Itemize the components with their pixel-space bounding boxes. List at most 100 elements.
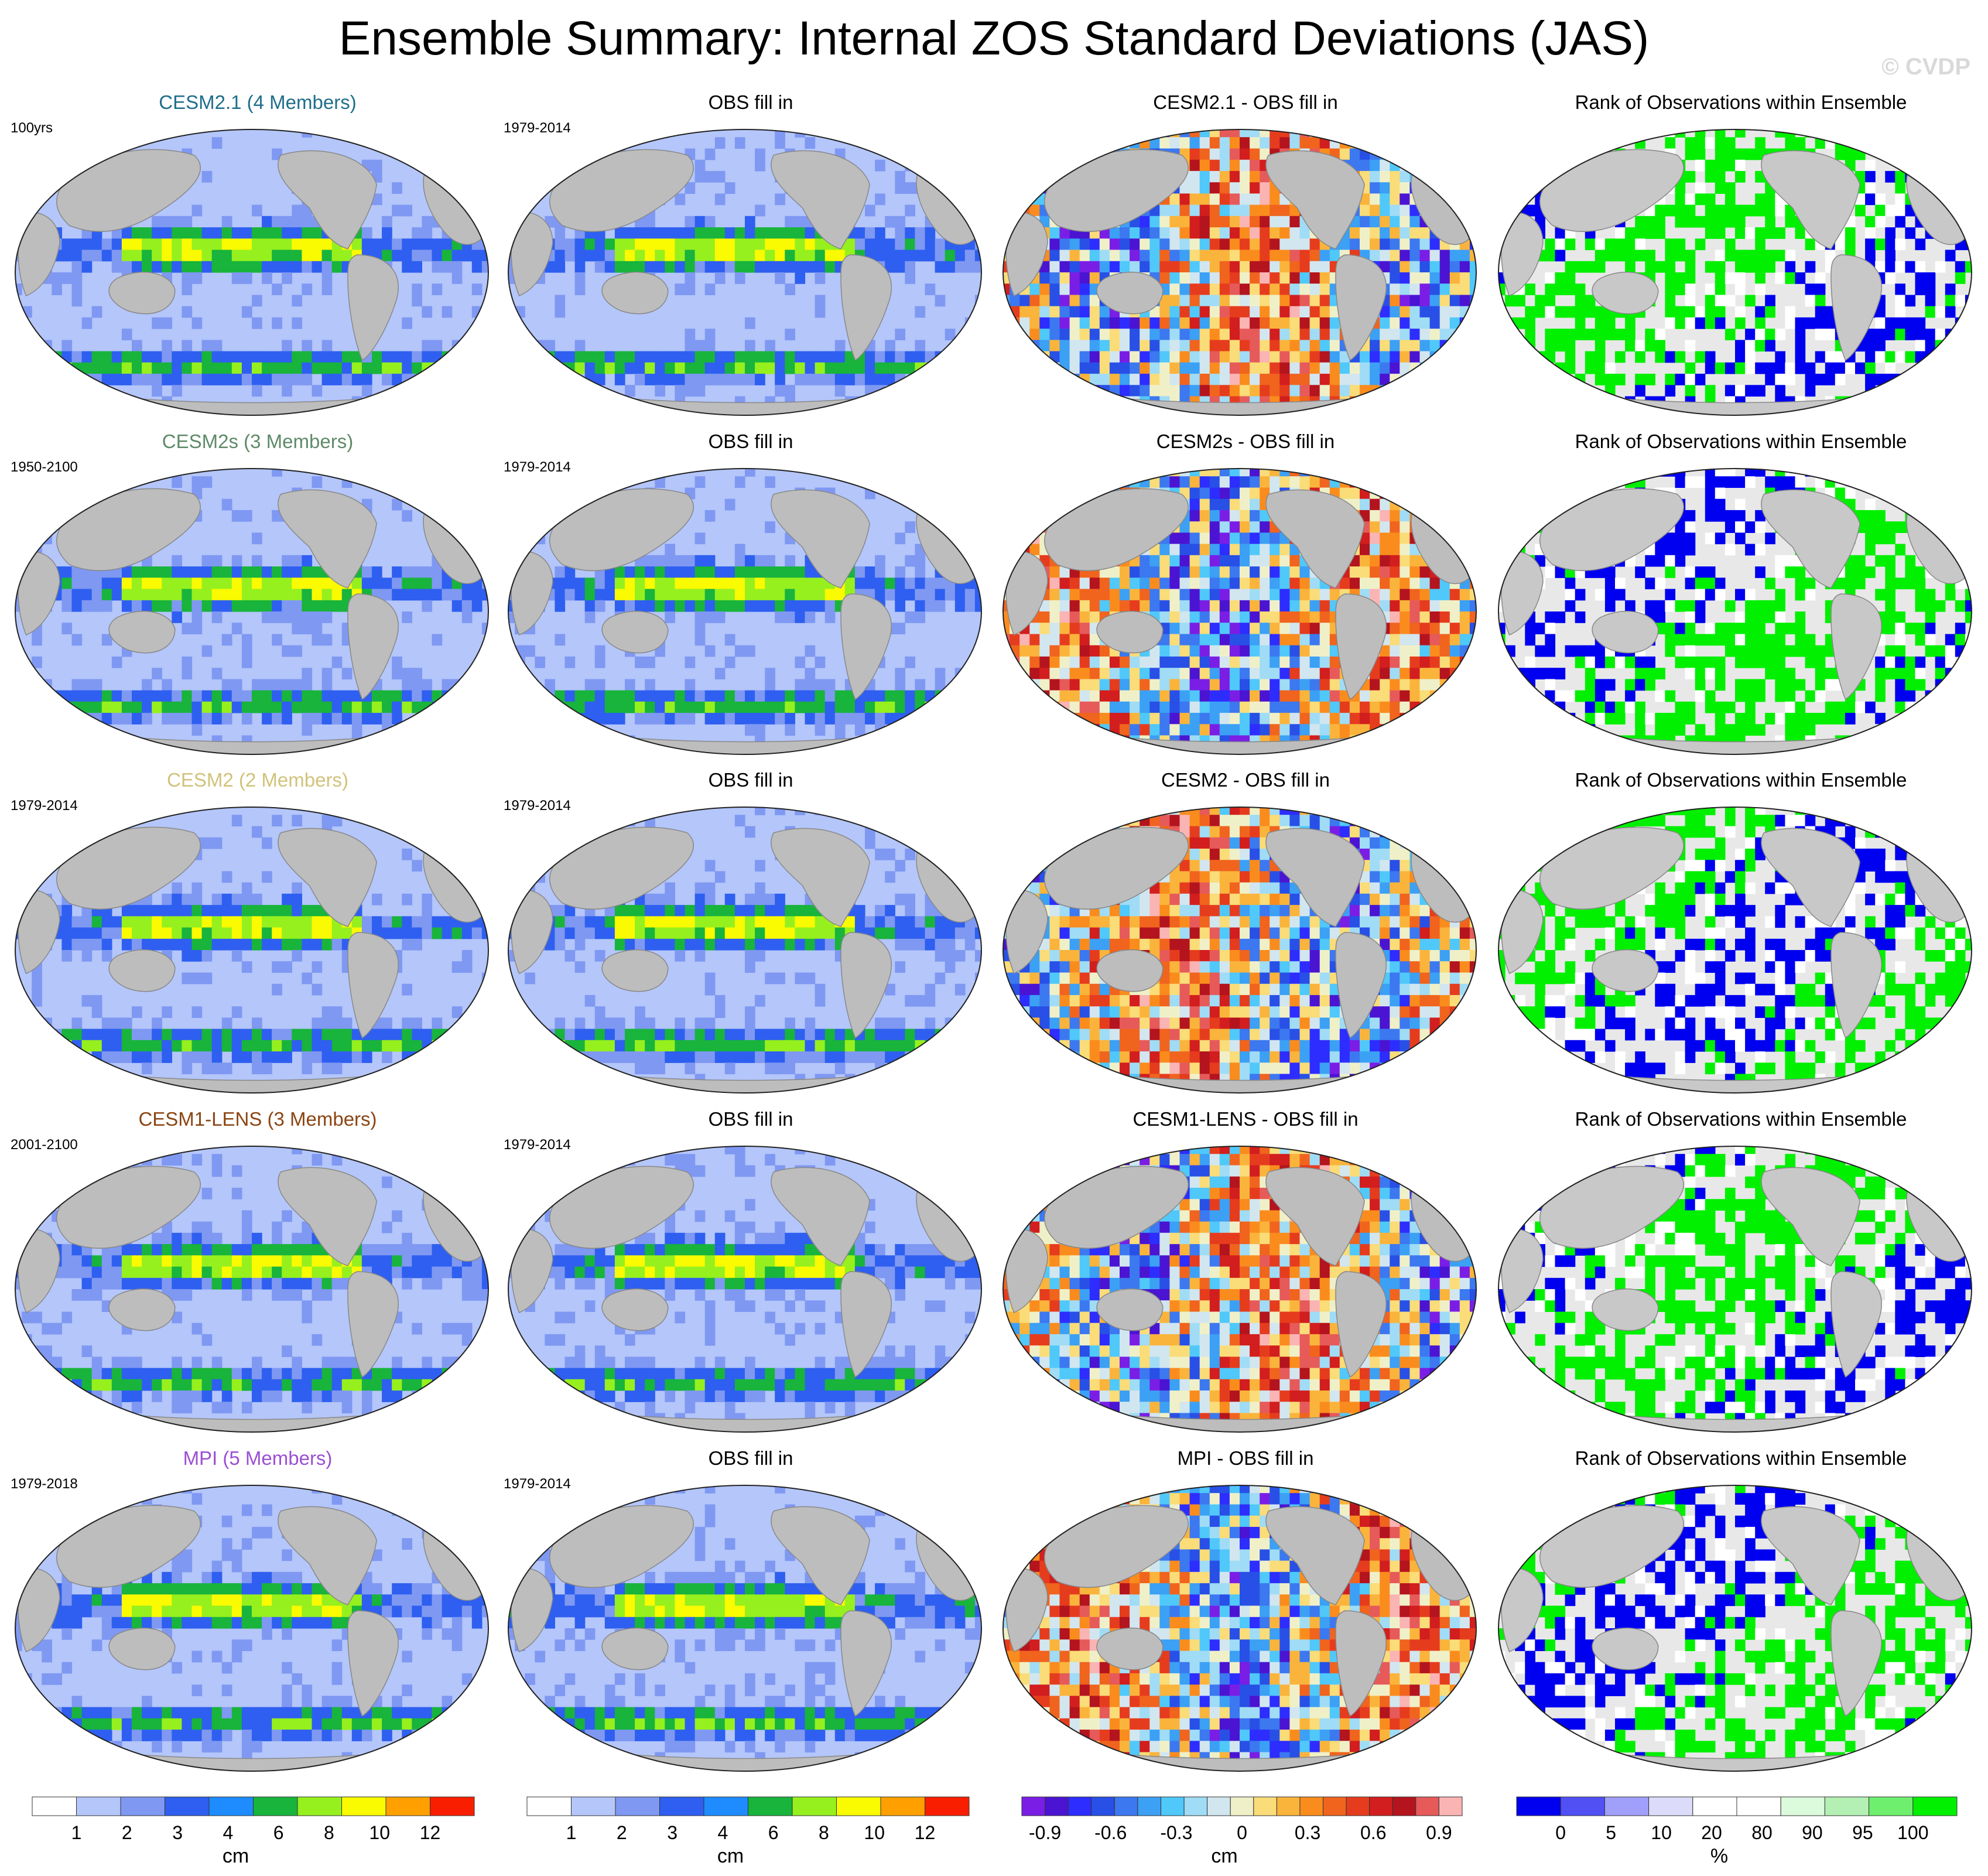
land-mass (1592, 271, 1659, 315)
land-mass (1005, 1567, 1048, 1652)
land-mass (278, 1506, 377, 1605)
obs-map (508, 1485, 982, 1772)
colorbar-tick-label: 80 (1751, 1822, 1773, 1843)
land-mass (511, 551, 553, 635)
diff-map (1002, 1485, 1477, 1772)
land-mass (1539, 826, 1684, 910)
colorbar-swatch (76, 1796, 121, 1816)
land-mass (1096, 1288, 1164, 1331)
land-mass (549, 1166, 694, 1249)
land-mass (511, 889, 553, 974)
colorbar-tick-label: -0.3 (1160, 1822, 1192, 1843)
rank-panel-title: Rank of Observations within Ensemble (1575, 1447, 1907, 1469)
colorbar-tick-label: 8 (324, 1822, 334, 1843)
rank-panel-title: Rank of Observations within Ensemble (1575, 769, 1907, 791)
colorbar-tick-label: 2 (122, 1822, 132, 1843)
colorbar-swatch (1276, 1796, 1301, 1816)
obs-map (508, 807, 982, 1094)
colorbar-tick-label: 2 (617, 1822, 627, 1843)
land-mass (18, 211, 60, 296)
colorbar-unit-label: cm (717, 1845, 744, 1867)
land-mass (1539, 488, 1684, 572)
colorbar-swatch (1692, 1796, 1737, 1816)
land-mass (18, 551, 60, 635)
land-mass (1592, 949, 1659, 992)
land-mass (1265, 1506, 1365, 1605)
land-mass (1761, 150, 1860, 250)
obs-map (508, 468, 982, 755)
ens-panel-title: CESM1-LENS (3 Members) (138, 1108, 377, 1130)
land-mass (840, 254, 892, 361)
land-mass (771, 489, 870, 589)
ens-panel-title: CESM2.1 (4 Members) (159, 91, 357, 113)
colorbar-tick-label: 95 (1852, 1822, 1873, 1843)
colorbar-swatch (1516, 1796, 1561, 1816)
land-mass (1830, 593, 1882, 700)
rank-map (1498, 807, 1972, 1094)
colorbar-tick-label: 12 (915, 1822, 936, 1843)
obs-map (508, 1146, 982, 1433)
land-mass (18, 1228, 60, 1313)
rank-map (1498, 1485, 1972, 1772)
land-mass (56, 1505, 201, 1588)
land-mass (1096, 949, 1164, 992)
land-mass (1539, 1166, 1684, 1249)
colorbar-swatch (1736, 1796, 1781, 1816)
land-mass (108, 1627, 176, 1670)
land-mass (601, 610, 669, 654)
colorbar-tick-label: 10 (1651, 1822, 1672, 1843)
land-mass (1096, 1627, 1164, 1670)
ens-panel-title: CESM2s (3 Members) (162, 430, 354, 452)
ens-panel-title: CESM2 (2 Members) (167, 769, 348, 791)
land-mass (347, 1610, 399, 1717)
land-mass (1265, 489, 1365, 589)
obs-period-label: 1979-2014 (504, 1476, 571, 1492)
colorbar-tick-label: 1 (566, 1822, 577, 1843)
rank-panel-title: Rank of Observations within Ensemble (1575, 430, 1907, 452)
cvdp-watermark: © CVDP (1881, 54, 1970, 80)
colorbar-swatch (659, 1796, 704, 1816)
land-mass (1005, 1228, 1048, 1313)
colorbar-swatch (1067, 1796, 1092, 1816)
diff-map (1002, 129, 1477, 416)
colorbar-tick-label: 3 (667, 1822, 678, 1843)
colorbar-tick-label: 3 (172, 1822, 183, 1843)
ens-period-label: 1979-2014 (11, 798, 78, 814)
colorbar-unit-label: cm (223, 1845, 249, 1867)
ens-map (15, 807, 489, 1094)
diff-map (1002, 1146, 1477, 1433)
land-mass (840, 932, 892, 1039)
land-mass (771, 150, 870, 250)
colorbar-swatch (120, 1796, 165, 1816)
colorbar-swatch (1780, 1796, 1825, 1816)
land-mass (511, 1567, 553, 1652)
figure-title: Ensemble Summary: Internal ZOS Standard … (338, 12, 1650, 65)
colorbar-tick-label: 0.3 (1295, 1822, 1320, 1843)
colorbar-unit-label: % (1710, 1845, 1728, 1867)
obs-panel-title: OBS fill in (708, 91, 793, 113)
land-mass (1265, 150, 1365, 250)
land-mass (1830, 254, 1882, 361)
land-mass (18, 889, 60, 974)
obs-period-label: 1979-2014 (504, 798, 571, 814)
obs-panel-title: OBS fill in (708, 769, 793, 791)
land-mass (1830, 1610, 1882, 1717)
land-mass (347, 1271, 399, 1378)
rank-panel-title: Rank of Observations within Ensemble (1575, 91, 1907, 113)
land-mass (1592, 1627, 1659, 1670)
land-mass (56, 826, 201, 910)
land-mass (1265, 1167, 1365, 1266)
colorbar-tick-label: 8 (819, 1822, 829, 1843)
obs-period-label: 1979-2014 (504, 1137, 571, 1153)
land-mass (1501, 551, 1544, 635)
colorbar-tick-label: 20 (1701, 1822, 1722, 1843)
land-mass (18, 1567, 60, 1652)
rank-map (1498, 468, 1972, 755)
land-mass (278, 150, 377, 250)
land-mass (1044, 826, 1189, 910)
land-mass (108, 1288, 176, 1331)
colorbar-swatch (253, 1796, 298, 1816)
colorbar-tick-label: 0 (1237, 1822, 1247, 1843)
colorbar-swatch (1137, 1796, 1162, 1816)
